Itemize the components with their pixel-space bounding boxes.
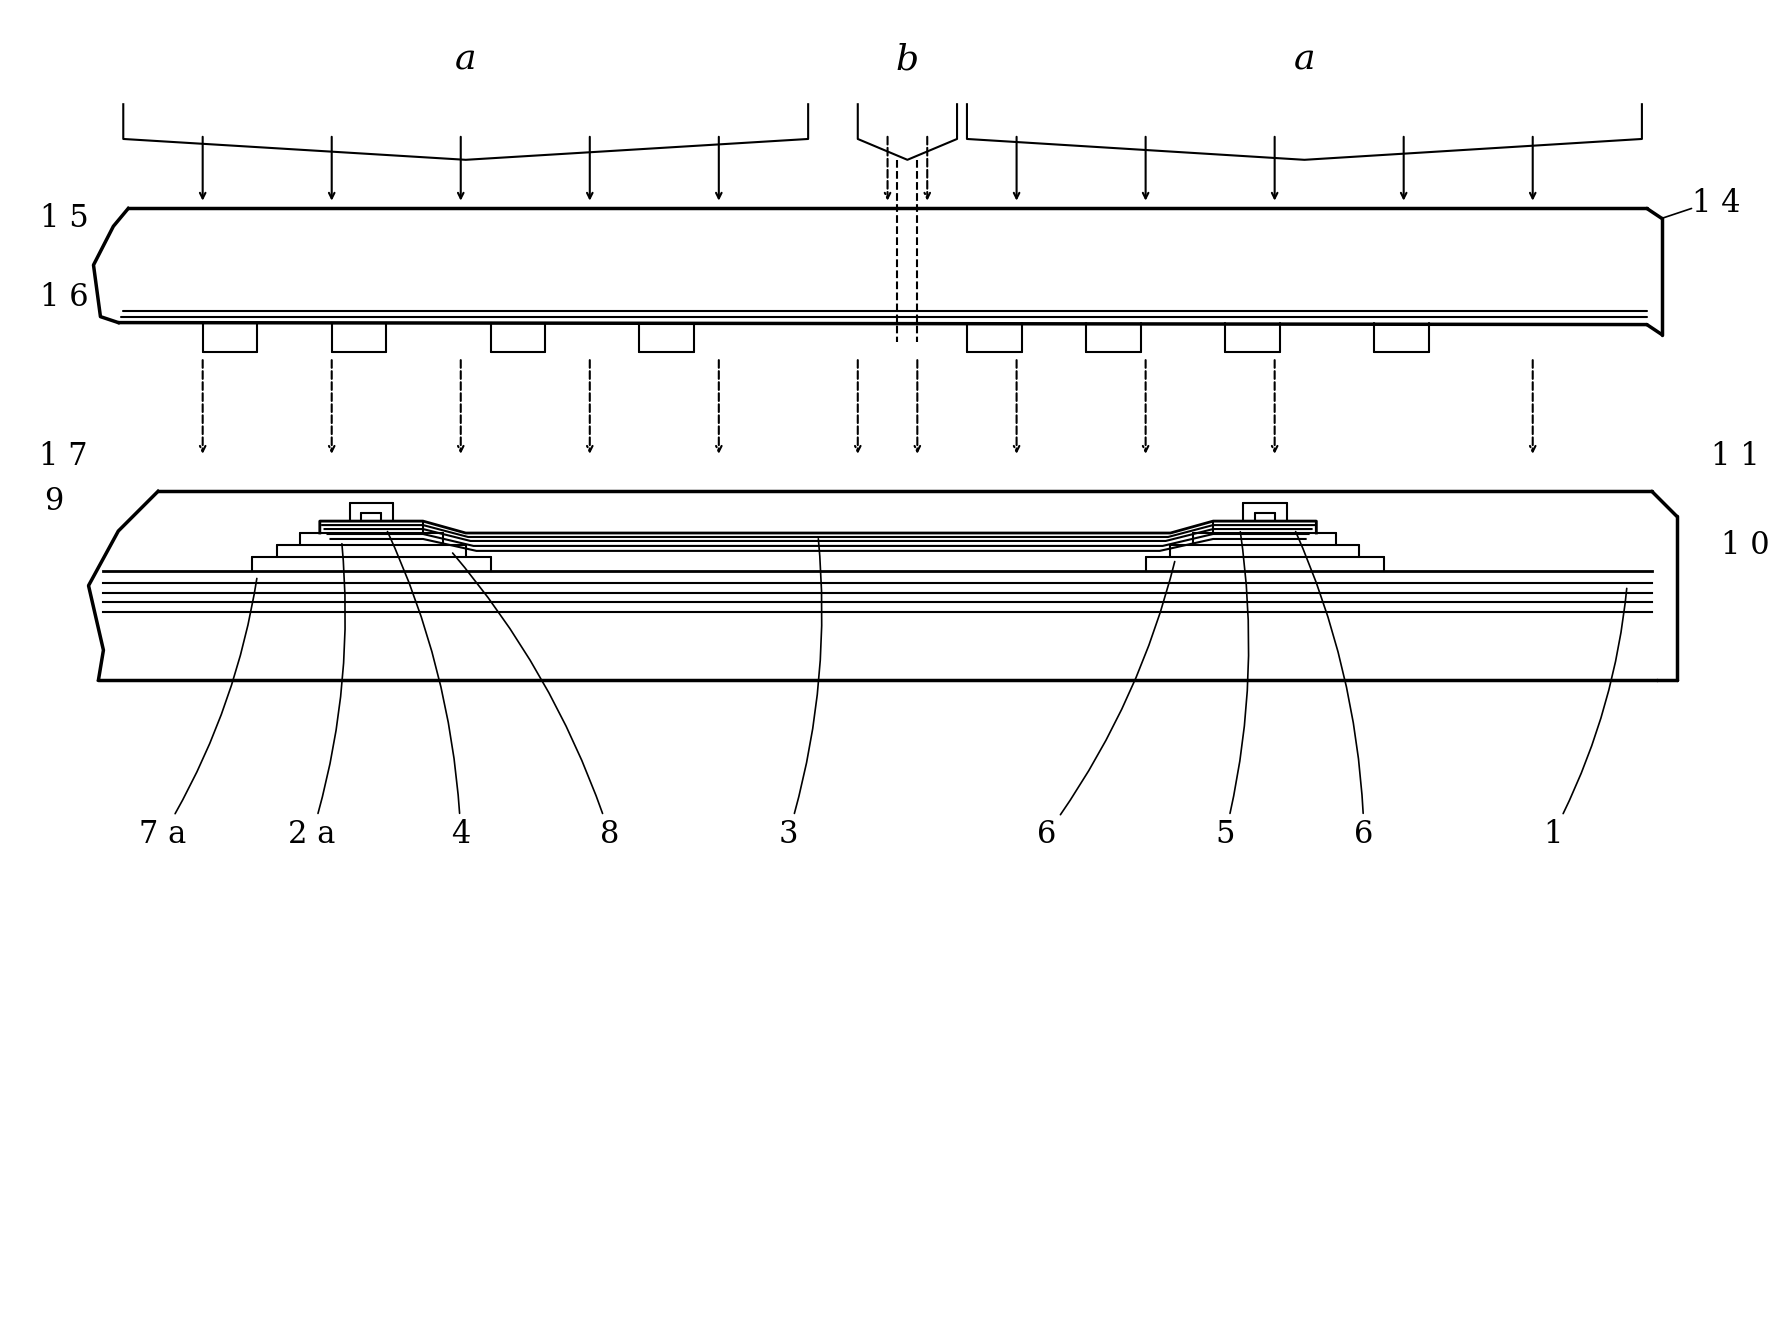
Text: 1 7: 1 7 — [39, 442, 87, 472]
Text: 2 a: 2 a — [288, 543, 345, 850]
Text: 6: 6 — [1294, 531, 1372, 850]
Text: a: a — [454, 43, 477, 76]
Text: 1 4: 1 4 — [1691, 187, 1739, 219]
Text: 3: 3 — [778, 539, 821, 850]
Text: 8: 8 — [452, 553, 619, 850]
Text: 6: 6 — [1036, 562, 1175, 850]
Text: b: b — [895, 43, 918, 76]
Text: a: a — [1292, 43, 1314, 76]
Text: 4: 4 — [388, 531, 470, 850]
Text: 1 0: 1 0 — [1719, 530, 1769, 562]
Text: 9: 9 — [44, 486, 64, 516]
Text: 7 a: 7 a — [139, 578, 256, 850]
Text: 1: 1 — [1541, 589, 1625, 850]
Text: 1 6: 1 6 — [39, 282, 89, 313]
Text: 5: 5 — [1214, 531, 1248, 850]
Text: 1 1: 1 1 — [1711, 442, 1759, 472]
Text: 1 5: 1 5 — [39, 203, 89, 234]
